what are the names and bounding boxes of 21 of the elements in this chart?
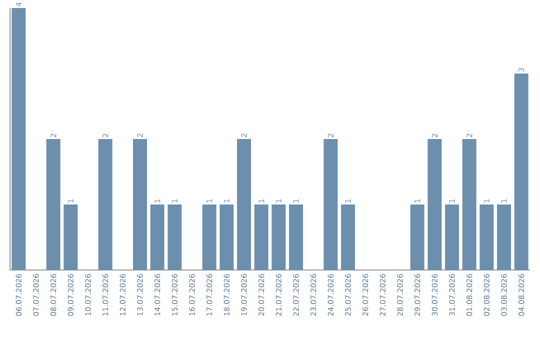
bar bbox=[514, 73, 528, 270]
bar bbox=[497, 204, 512, 270]
bar bbox=[289, 204, 304, 270]
bar bbox=[480, 204, 494, 270]
bar bbox=[428, 139, 442, 270]
bar bbox=[150, 204, 164, 270]
bar bbox=[254, 204, 268, 270]
bar bbox=[168, 204, 182, 270]
bar bbox=[445, 204, 460, 270]
bar bbox=[98, 139, 112, 270]
bar bbox=[272, 204, 286, 270]
bar bbox=[324, 139, 338, 270]
bar bbox=[237, 139, 251, 270]
bar bbox=[341, 204, 356, 270]
bar bbox=[220, 204, 234, 270]
bar bbox=[410, 204, 424, 270]
bar bbox=[46, 139, 60, 270]
bar bbox=[133, 139, 147, 270]
bar bbox=[64, 204, 78, 270]
bar bbox=[202, 204, 216, 270]
bar bbox=[462, 139, 476, 270]
